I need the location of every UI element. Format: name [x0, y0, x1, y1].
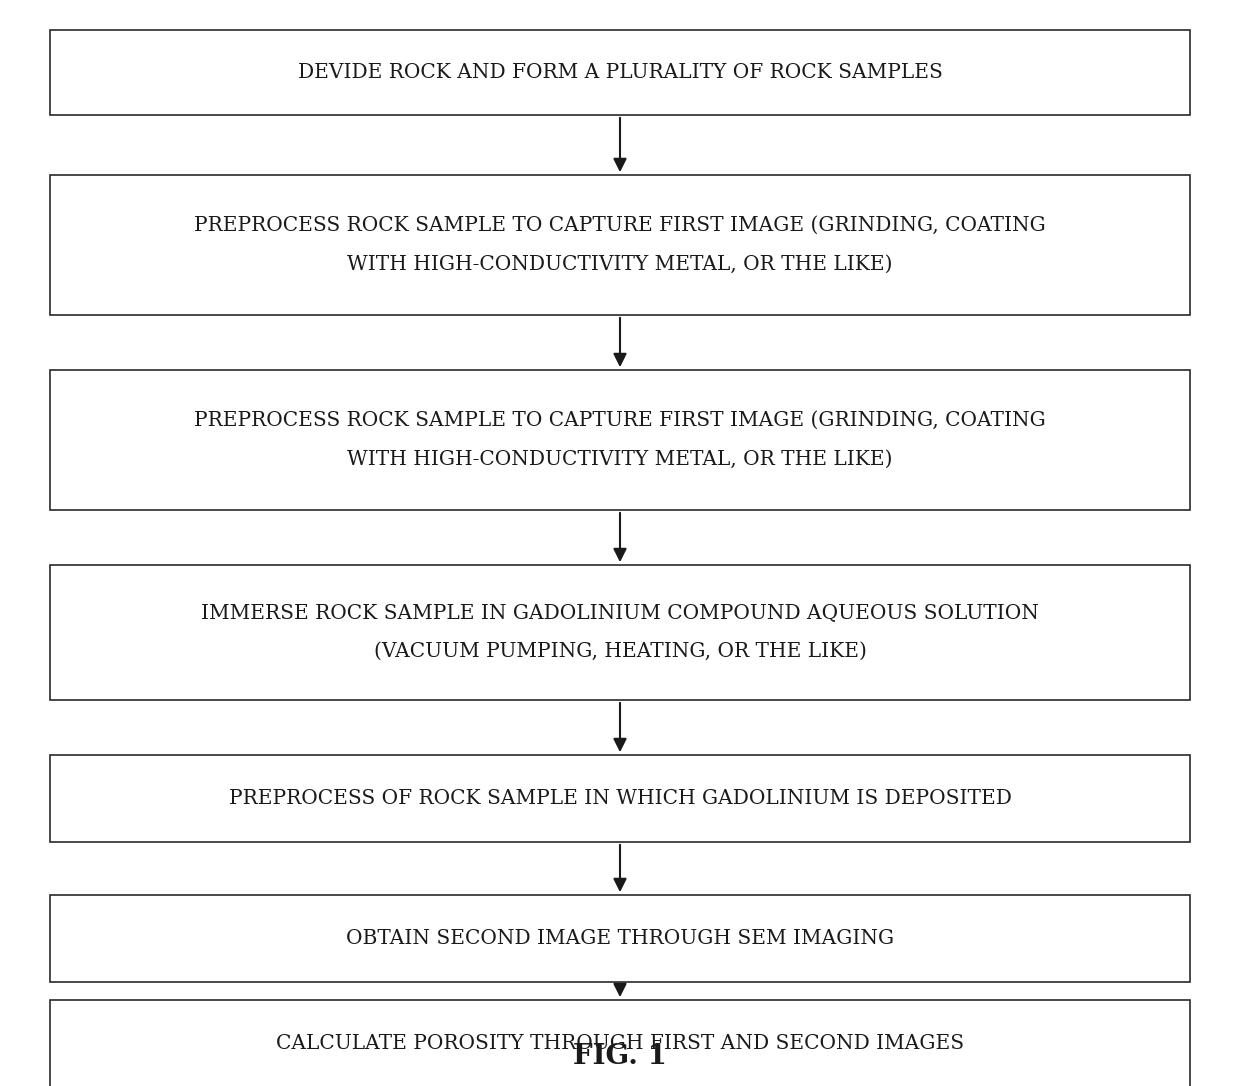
- Text: OBTAIN SECOND IMAGE THROUGH SEM IMAGING: OBTAIN SECOND IMAGE THROUGH SEM IMAGING: [346, 929, 894, 948]
- Text: IMMERSE ROCK SAMPLE IN GADOLINIUM COMPOUND AQUEOUS SOLUTION: IMMERSE ROCK SAMPLE IN GADOLINIUM COMPOU…: [201, 604, 1039, 623]
- Bar: [50, 1000, 1190, 1086]
- Text: WITH HIGH-CONDUCTIVITY METAL, OR THE LIKE): WITH HIGH-CONDUCTIVITY METAL, OR THE LIK…: [347, 255, 893, 274]
- Bar: [50, 755, 1190, 842]
- Text: CALCULATE POROSITY THROUGH FIRST AND SECOND IMAGES: CALCULATE POROSITY THROUGH FIRST AND SEC…: [277, 1034, 963, 1053]
- Text: PREPROCESS ROCK SAMPLE TO CAPTURE FIRST IMAGE (GRINDING, COATING: PREPROCESS ROCK SAMPLE TO CAPTURE FIRST …: [195, 216, 1045, 235]
- Text: WITH HIGH-CONDUCTIVITY METAL, OR THE LIKE): WITH HIGH-CONDUCTIVITY METAL, OR THE LIK…: [347, 450, 893, 469]
- Bar: [50, 30, 1190, 115]
- Text: FIG. 1: FIG. 1: [573, 1043, 667, 1070]
- Bar: [50, 895, 1190, 982]
- Bar: [50, 565, 1190, 700]
- Bar: [50, 370, 1190, 510]
- Bar: [50, 175, 1190, 315]
- Text: PREPROCESS ROCK SAMPLE TO CAPTURE FIRST IMAGE (GRINDING, COATING: PREPROCESS ROCK SAMPLE TO CAPTURE FIRST …: [195, 411, 1045, 430]
- Text: DEVIDE ROCK AND FORM A PLURALITY OF ROCK SAMPLES: DEVIDE ROCK AND FORM A PLURALITY OF ROCK…: [298, 63, 942, 83]
- Text: PREPROCESS OF ROCK SAMPLE IN WHICH GADOLINIUM IS DEPOSITED: PREPROCESS OF ROCK SAMPLE IN WHICH GADOL…: [228, 790, 1012, 808]
- Text: (VACUUM PUMPING, HEATING, OR THE LIKE): (VACUUM PUMPING, HEATING, OR THE LIKE): [373, 642, 867, 661]
